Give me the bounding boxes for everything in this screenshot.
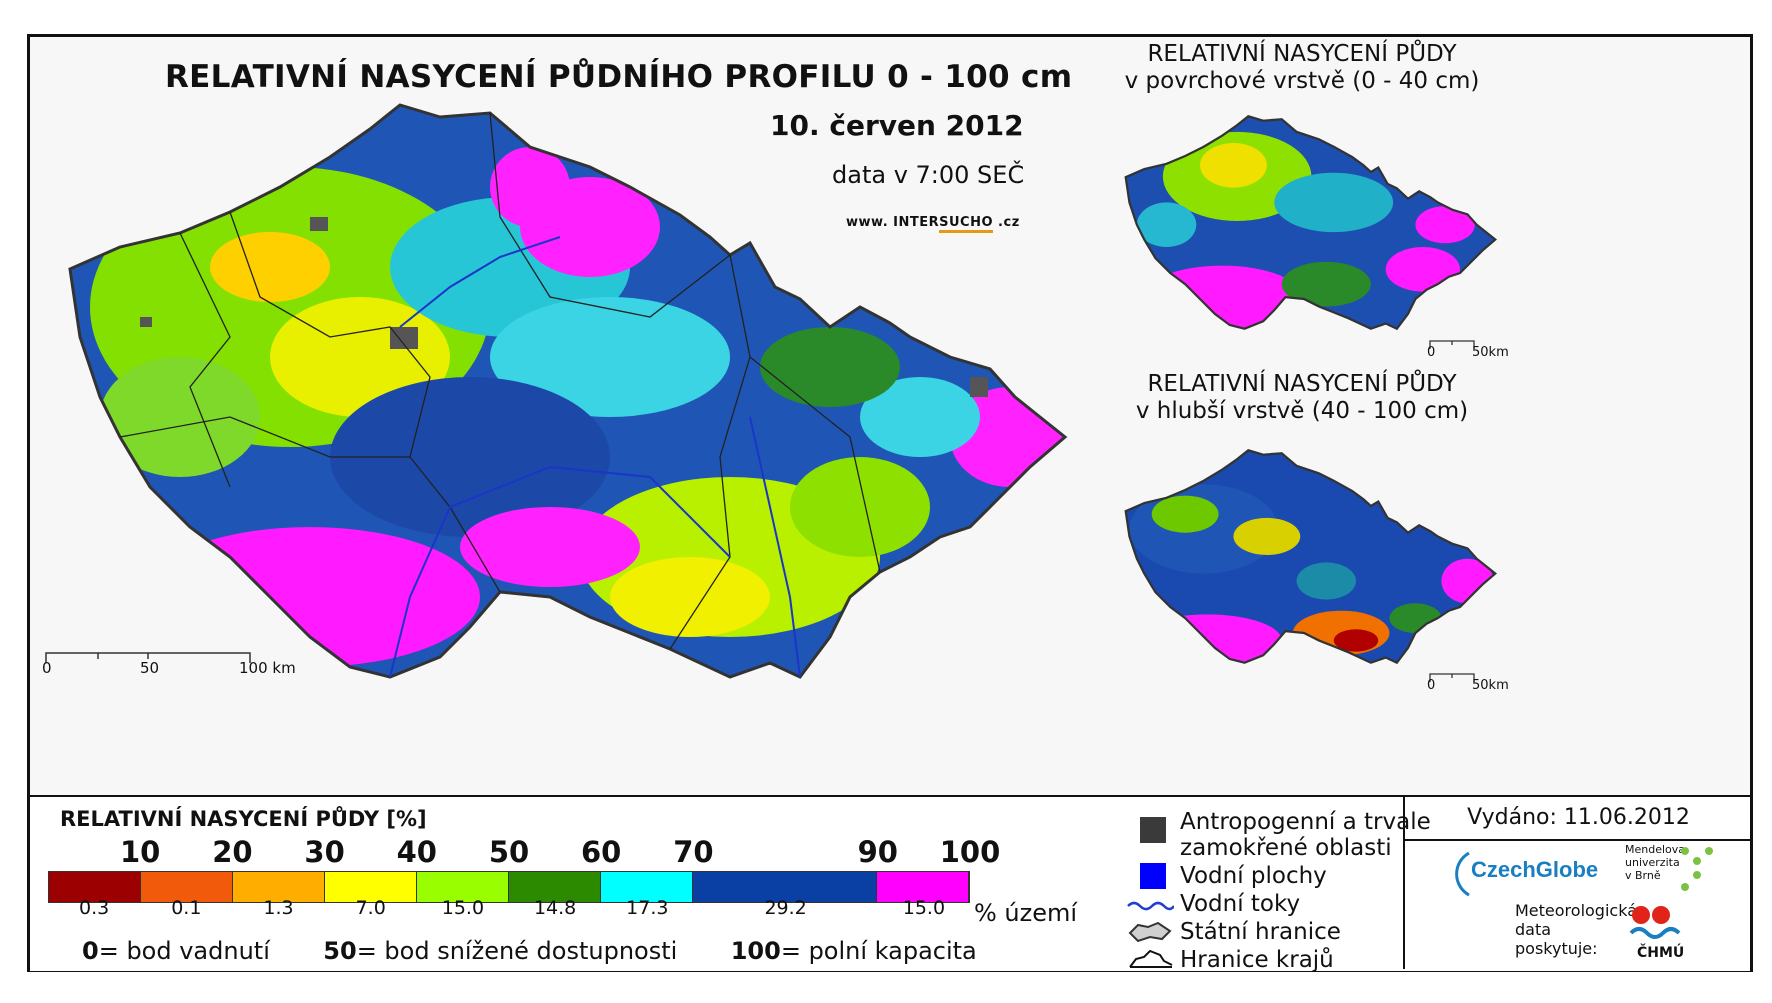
def-value-0: 0: [82, 937, 99, 965]
color-bar-class: [693, 872, 878, 902]
class-share-label: 15.0: [902, 897, 946, 919]
data-time: data v 7:00 SEČ: [832, 161, 1025, 189]
legend-tick-label: 10: [120, 835, 161, 869]
issued-date: Vydáno: 11.06.2012: [1405, 797, 1752, 841]
issued-box: Vydáno: 11.06.2012 CzechGlobe Mendelova u…: [1403, 797, 1752, 969]
map-frame: RELATIVNÍ NASYCENÍ PŮDNÍHO PROFILU 0 - 1…: [27, 34, 1753, 973]
czechglobe-logo-icon: [1455, 851, 1470, 897]
legend-tick-label: 70: [673, 835, 714, 869]
legend-tick-label: 30: [304, 835, 345, 869]
legend-tick-label: 90: [857, 835, 898, 869]
color-bar-class: [601, 872, 693, 902]
legend-area: RELATIVNÍ NASYCENÍ PŮDY [%] 10 20 30 40 50 60…: [30, 795, 1752, 973]
inset-top-scale-50: 50km: [1472, 345, 1509, 360]
legend-tick-label: 20: [212, 835, 253, 869]
class-share-label: 17.3: [626, 897, 669, 919]
color-bar-class: [233, 872, 325, 902]
def-label-50: = bod snížené dostupnosti: [356, 937, 678, 965]
legend-title: RELATIVNÍ NASYCENÍ PŮDY [%]: [60, 807, 427, 831]
color-bar-class: [325, 872, 417, 902]
inset-top-map: [1124, 115, 1497, 330]
color-bar-class: [509, 872, 601, 902]
scale-label-100: 100 km: [239, 659, 296, 677]
main-scale-bar: [45, 652, 251, 663]
czechglobe-logo-text: CzechGlobe: [1471, 857, 1599, 882]
map-panel: RELATIVNÍ NASYCENÍ PŮDNÍHO PROFILU 0 - 1…: [30, 37, 1750, 795]
state-border-icon: [1128, 921, 1172, 943]
inset-top-scale-bar: [1429, 340, 1475, 349]
color-bar-class: [877, 872, 970, 902]
mendel-logo: Mendelova univerzita v Brně: [1625, 843, 1686, 882]
class-share-label: 14.8: [533, 897, 577, 919]
color-bar-class: [49, 872, 141, 902]
inset-top-title: RELATIVNÍ NASYCENÍ PŮDY v povrchové vrstv…: [1124, 41, 1480, 94]
def-value-50: 50: [323, 937, 357, 965]
scale-label-50: 50: [140, 659, 160, 677]
class-share-label: 1.3: [263, 897, 294, 919]
region-border-icon: [1129, 949, 1173, 968]
inset-bottom-title: RELATIVNÍ NASYCENÍ PŮDY v hlubší vrstvě (…: [1135, 371, 1469, 424]
color-bar-class: [417, 872, 509, 902]
water-bodies-swatch-icon: [1140, 863, 1166, 889]
legend-tick-label: 50: [488, 835, 530, 869]
class-share-label: 15.0: [441, 897, 485, 919]
class-share-label: 7.0: [355, 897, 386, 919]
class-share-label: 0.1: [171, 897, 202, 919]
legend-tick-label: 100: [939, 835, 1001, 869]
river-line-icon: [1127, 901, 1174, 911]
meteo-data-text: Meteorologická data poskytuje:: [1515, 901, 1637, 958]
legend-tick-label: 60: [581, 835, 622, 869]
def-label-100: = polní kapacita: [780, 937, 977, 965]
legend-definitions: 0= bod vadnutí 50= bod snížené dostupnos…: [82, 937, 977, 965]
inset-bottom-scale-50: 50km: [1472, 678, 1509, 693]
legend-unit: % území: [974, 899, 1078, 927]
main-map: [68, 103, 1068, 679]
def-label-0: = bod vadnutí: [98, 937, 270, 965]
inset-bottom-map: [1124, 449, 1497, 664]
inset-bottom-scale-0: 0: [1427, 678, 1436, 693]
inset-bottom-scale-bar: [1429, 673, 1475, 682]
def-value-100: 100: [730, 937, 781, 965]
legend-tick-label: 40: [396, 835, 437, 869]
color-bar: [48, 871, 970, 903]
inset-top-scale-0: 0: [1427, 345, 1436, 360]
map-date: 10. červen 2012: [770, 109, 1024, 142]
scale-label-0: 0: [42, 659, 52, 677]
website-link[interactable]: www. INTERSUCHO .cz: [846, 215, 1020, 233]
chmu-logo-icon: [1629, 906, 1681, 939]
map-title: RELATIVNÍ NASYCENÍ PŮDNÍHO PROFILU 0 - 1…: [165, 59, 1073, 95]
mendel-dots-icon: [1681, 847, 1713, 891]
class-share-label: 29.2: [764, 897, 807, 919]
anthropogenic-swatch-icon: [1140, 817, 1166, 843]
class-share-label: 0.3: [78, 897, 110, 919]
chmu-logo-text: ČHMÚ: [1637, 945, 1685, 961]
color-bar-class: [141, 872, 233, 902]
